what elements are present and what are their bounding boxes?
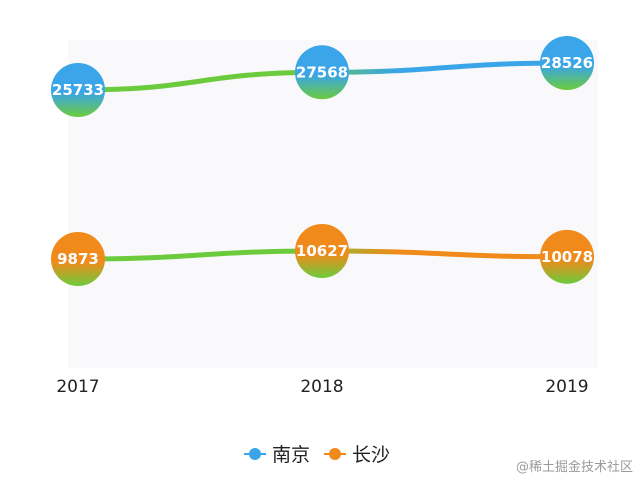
- legend-marker-icon: [249, 448, 261, 460]
- watermark: @稀土掘金技术社区: [516, 459, 633, 475]
- x-tick-label: 2018: [300, 377, 343, 397]
- legend-item[interactable]: 长沙: [324, 444, 390, 466]
- legend-label: 南京: [272, 444, 310, 466]
- legend: 南京 长沙: [244, 444, 390, 466]
- data-point[interactable]: 10078: [540, 229, 594, 284]
- data-point[interactable]: 9873: [51, 232, 105, 286]
- data-label: 27568: [296, 63, 348, 81]
- data-point[interactable]: 27568: [295, 45, 349, 100]
- data-points: 25733 27568 28526 9873 10627 10078: [51, 36, 594, 286]
- data-point-marker[interactable]: [51, 63, 105, 117]
- data-point-marker[interactable]: [295, 224, 349, 278]
- data-label: 10078: [541, 248, 593, 266]
- legend-marker-icon: [329, 448, 341, 460]
- data-point[interactable]: 10627: [295, 224, 349, 278]
- data-point-marker[interactable]: [295, 45, 349, 100]
- data-label: 10627: [296, 242, 348, 260]
- data-point[interactable]: 28526: [540, 36, 594, 90]
- legend-item[interactable]: 南京: [244, 444, 310, 466]
- data-point[interactable]: 25733: [51, 63, 105, 117]
- data-point-marker[interactable]: [540, 36, 594, 90]
- legend-label: 长沙: [352, 444, 390, 466]
- data-label: 28526: [541, 54, 593, 72]
- x-tick-label: 2017: [56, 377, 99, 397]
- x-axis-ticks: 2017 2018 2019: [56, 377, 588, 397]
- data-label: 25733: [52, 81, 104, 99]
- data-label: 9873: [57, 250, 99, 268]
- data-point-marker[interactable]: [540, 229, 594, 284]
- data-point-marker[interactable]: [51, 232, 105, 286]
- x-tick-label: 2019: [545, 377, 588, 397]
